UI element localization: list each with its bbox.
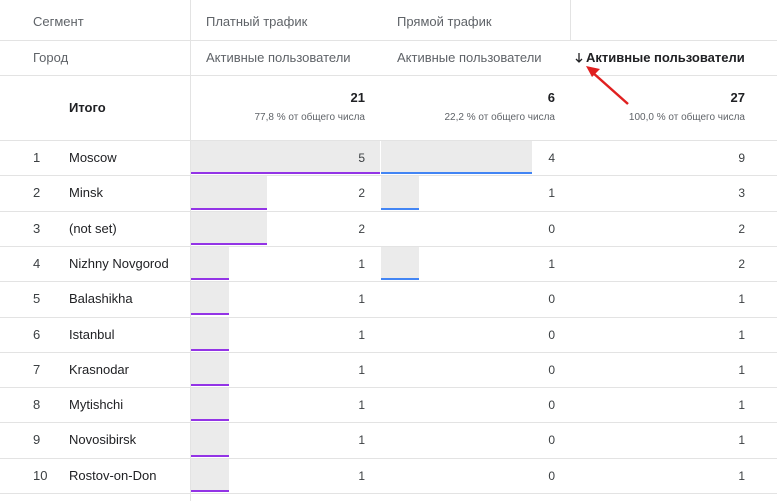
rank: 4 [33, 255, 41, 271]
cell-value: 1 [738, 433, 745, 448]
dimension-label[interactable]: Город [33, 50, 69, 65]
totals-label: Итого [69, 100, 106, 115]
bar [191, 246, 229, 281]
row-divider [0, 316, 777, 318]
cell-value: 1 [738, 398, 745, 413]
row-divider [0, 40, 777, 41]
rank: 10 [33, 467, 48, 483]
cell-value: 2 [738, 256, 745, 271]
cell-value: 4 [548, 151, 555, 165]
row-divider [0, 387, 777, 389]
rank: 2 [33, 185, 41, 201]
sort-icon[interactable] [574, 51, 584, 65]
row-divider [0, 281, 777, 283]
cell-value: 1 [358, 433, 365, 448]
bar [191, 282, 229, 316]
segment-label: Сегмент [33, 14, 84, 29]
bar [381, 176, 419, 210]
metric-header-sorted[interactable]: Активные пользователи [586, 50, 745, 65]
rank: 8 [33, 397, 41, 413]
cell-value: 2 [358, 186, 365, 201]
cell-value: 1 [358, 292, 365, 307]
city: Moscow [69, 150, 117, 165]
city: Krasnodar [69, 361, 129, 377]
row-divider [0, 210, 777, 212]
metric-header[interactable]: Активные пользователи [397, 50, 542, 65]
cell-value: 1 [738, 327, 745, 342]
total-value: 27 [730, 90, 745, 105]
cell-value: 0 [548, 398, 555, 413]
row-divider [0, 422, 777, 424]
segment-name[interactable]: Платный трафик [206, 14, 308, 29]
bar [191, 317, 229, 351]
row-divider [0, 140, 777, 141]
city: Novosibirsk [69, 432, 137, 448]
bar [191, 211, 267, 245]
city: (not set) [69, 220, 117, 236]
bar [191, 141, 380, 175]
bar [381, 246, 419, 281]
cell-value: 0 [548, 221, 555, 236]
bar [381, 141, 533, 175]
bar [191, 458, 229, 492]
total-value: 21 [350, 90, 365, 105]
cell-value: 1 [358, 362, 365, 377]
segment-name[interactable]: Прямой трафик [397, 14, 492, 29]
city: Minsk [69, 185, 103, 201]
column-divider [570, 0, 571, 40]
cell-value: 9 [738, 151, 745, 165]
bar [191, 423, 229, 457]
row-divider [0, 75, 777, 76]
city: Nizhny Novgorod [69, 255, 169, 271]
rank: 5 [33, 291, 41, 307]
cell-value: 2 [358, 221, 365, 236]
total-share: 100,0 % от общего числа [628, 112, 745, 123]
bar [191, 176, 267, 210]
row-divider [0, 457, 777, 459]
cell-value: 1 [358, 256, 365, 271]
cell-value: 1 [738, 292, 745, 307]
row-divider [0, 351, 777, 353]
cell-value: 2 [738, 221, 745, 236]
cell-value: 1 [358, 398, 365, 413]
total-value: 6 [547, 90, 555, 105]
total-share: 22,2 % от общего числа [444, 112, 555, 123]
rank: 7 [33, 361, 41, 377]
cell-value: 0 [548, 433, 555, 448]
cell-value: 1 [548, 256, 555, 271]
cell-value: 1 [358, 327, 365, 342]
cell-value: 1 [738, 468, 745, 483]
rank: 3 [33, 220, 41, 236]
city: Istanbul [69, 326, 115, 342]
cell-value: 1 [358, 468, 365, 483]
row-divider [0, 245, 777, 247]
city: Mytishchi [69, 397, 124, 413]
rank: 9 [33, 432, 41, 448]
rank: 1 [33, 150, 41, 165]
annotation-arrow [586, 66, 629, 105]
row-divider [0, 493, 777, 494]
city: Rostov-on-Don [69, 467, 157, 483]
total-share: 77,8 % от общего числа [254, 112, 365, 123]
cell-value: 0 [548, 292, 555, 307]
cell-value: 3 [738, 186, 745, 201]
metric-header[interactable]: Активные пользователи [206, 50, 351, 65]
cell-value: 1 [738, 362, 745, 377]
city: Balashikha [69, 291, 133, 307]
bar [191, 388, 229, 422]
cell-value: 5 [358, 151, 365, 165]
bar [191, 352, 229, 387]
cell-value: 1 [548, 186, 555, 201]
row-divider [0, 175, 777, 177]
cell-value: 0 [548, 468, 555, 483]
rank: 6 [33, 326, 41, 342]
cell-value: 0 [548, 327, 555, 342]
cell-value: 0 [548, 362, 555, 377]
column-divider [190, 0, 191, 501]
